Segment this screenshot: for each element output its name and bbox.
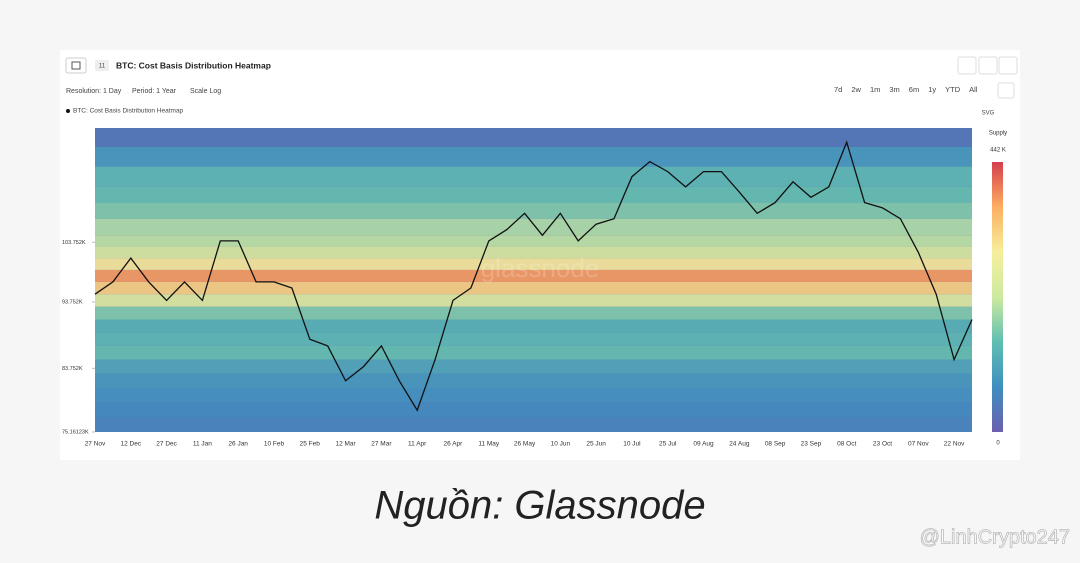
- heatmap-band: [95, 373, 972, 388]
- heatmap-band: [95, 332, 972, 346]
- heatmap-band: [95, 246, 972, 259]
- x-tick-label: 26 Apr: [444, 441, 464, 448]
- x-tick-label: 23 Oct: [873, 441, 892, 448]
- star-button[interactable]: [978, 56, 998, 75]
- x-tick-label: 25 Jun: [586, 441, 606, 448]
- colorbar-label: 442 K: [990, 148, 1006, 154]
- heatmap-band: [95, 269, 972, 282]
- x-tick-label: 09 Aug: [693, 441, 714, 448]
- heatmap-band: [95, 359, 972, 374]
- heatmap-band: [95, 258, 972, 270]
- price-line: [94, 140, 973, 412]
- x-tick-label: 11 May: [478, 441, 500, 448]
- range-button[interactable]: 1y: [928, 85, 936, 94]
- x-tick-label: 27 Nov: [85, 441, 106, 448]
- colorbar: [992, 162, 1003, 432]
- x-tick-label: 25 Feb: [300, 441, 321, 448]
- heatmap-band: [95, 186, 972, 203]
- range-button[interactable]: 7d: [834, 85, 842, 94]
- x-tick-label: 10 Jun: [551, 441, 571, 448]
- heatmap-band: [95, 281, 972, 295]
- heatmap-band: [95, 387, 972, 403]
- range-button[interactable]: 1m: [870, 85, 880, 94]
- range-button[interactable]: YTD: [945, 85, 961, 94]
- heatmap-band: [95, 202, 972, 219]
- heatmap-band: [95, 235, 972, 247]
- x-tick-label: 27 Dec: [156, 441, 177, 448]
- colorbar-label: 0: [996, 441, 1000, 447]
- heatmap-band: [95, 166, 972, 187]
- share-button[interactable]: [998, 56, 1018, 75]
- colorbar-title: Supply: [989, 131, 1007, 137]
- x-tick-label: 08 Sep: [765, 441, 786, 448]
- title: BTC: Cost Basis Distribution Heatmap: [116, 60, 271, 70]
- range-button[interactable]: 3m: [889, 85, 899, 94]
- export-svg[interactable]: SVG: [982, 111, 995, 117]
- x-tick-label: 26 May: [514, 441, 536, 448]
- heatmap-band: [95, 417, 972, 432]
- badge-box: [95, 60, 109, 71]
- x-tick-label: 27 Mar: [371, 441, 392, 448]
- x-tick-label: 23 Sep: [801, 441, 822, 448]
- range-button[interactable]: All: [969, 85, 978, 94]
- heatmap-band: [95, 128, 972, 147]
- range-button[interactable]: 2w: [851, 85, 861, 94]
- scale-select[interactable]: Scale Log: [190, 88, 221, 95]
- x-tick-label: 22 Nov: [944, 441, 965, 448]
- x-tick-label: 11 Jan: [193, 441, 212, 448]
- y-tick-label: 75.16123K: [62, 429, 89, 435]
- sidebar-icon: [71, 61, 81, 70]
- range-button[interactable]: 6m: [909, 85, 919, 94]
- badge: 11: [99, 64, 106, 70]
- y-tick-label: 93.752K: [62, 299, 83, 305]
- caption: Nguồn: Glassnode: [374, 484, 705, 528]
- x-tick-label: 10 Jul: [623, 441, 641, 448]
- resolution-select[interactable]: Resolution: 1 Day: [66, 88, 122, 95]
- heatmap-band: [95, 306, 972, 320]
- pin-button[interactable]: [957, 56, 977, 75]
- x-tick-label: 12 Dec: [120, 441, 141, 448]
- y-tick-label: 83.752K: [62, 366, 83, 372]
- x-tick-label: 26 Jan: [228, 441, 248, 448]
- heatmap-band: [95, 345, 972, 360]
- x-tick-label: 10 Feb: [264, 441, 285, 448]
- heatmap-band: [95, 294, 972, 307]
- credit-watermark: @LinhCrypto247: [920, 526, 1070, 548]
- y-tick-label: 103.752K: [62, 240, 86, 246]
- x-tick-label: 12 Mar: [335, 441, 356, 448]
- legend-swatch: [66, 109, 70, 113]
- x-tick-label: 25 Jul: [659, 441, 677, 448]
- x-tick-label: 24 Aug: [729, 441, 750, 448]
- x-tick-label: 11 Apr: [408, 441, 427, 448]
- heatmap-band: [95, 402, 972, 418]
- legend-label: BTC: Cost Basis Distribution Heatmap: [73, 108, 184, 115]
- sidebar-button[interactable]: [65, 57, 87, 74]
- x-tick-label: 08 Oct: [837, 441, 856, 448]
- heatmap-band: [95, 218, 972, 236]
- heatmap-band: [95, 146, 972, 167]
- x-tick-label: 07 Nov: [908, 441, 929, 448]
- heatmap-band: [95, 319, 972, 333]
- period-select[interactable]: Period: 1 Year: [132, 88, 177, 95]
- plot-watermark: glassnode: [481, 253, 600, 283]
- calendar-button[interactable]: [997, 82, 1015, 99]
